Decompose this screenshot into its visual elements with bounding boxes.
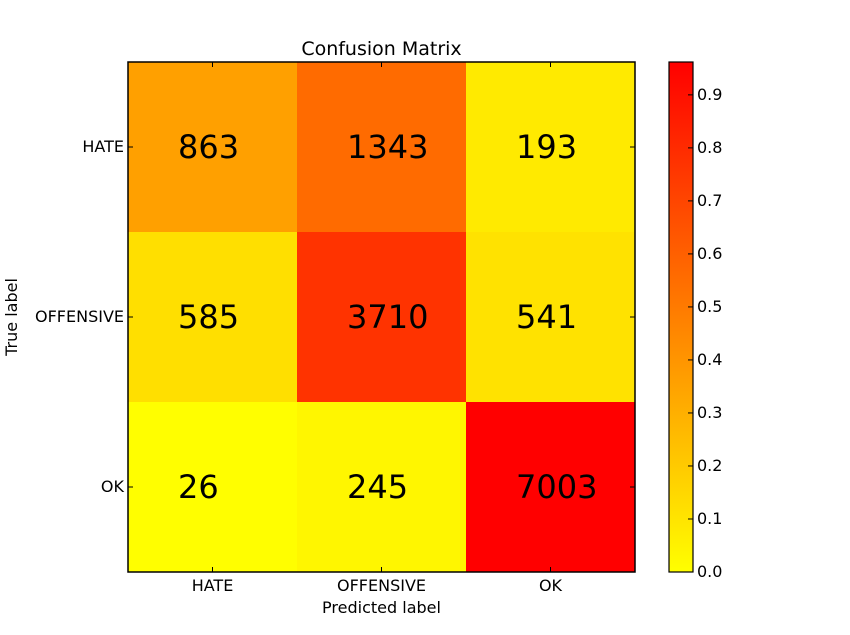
- y-axis-ticks: HATE OFFENSIVE OK: [35, 137, 635, 496]
- cell-value-label: 7003: [516, 468, 597, 506]
- cell-ok-offensive: [297, 402, 467, 573]
- colorbar-ticks: 0.0 0.1 0.2 0.3 0.4 0.5 0.6 0.7 0.8 0.9: [688, 85, 722, 581]
- cell-value-label: 245: [347, 468, 408, 506]
- colorbar-tick-label: 0.2: [697, 456, 722, 475]
- cell-value-label: 26: [178, 468, 219, 506]
- colorbar: [668, 61, 694, 573]
- cell-value-label: 193: [516, 128, 577, 166]
- colorbar-tick-label: 0.7: [697, 191, 722, 210]
- colorbar-tick-label: 0.5: [697, 297, 722, 316]
- x-axis-label: Predicted label: [322, 598, 441, 617]
- colorbar-tick-label: 0.4: [697, 350, 722, 369]
- cell-offensive-offensive: [297, 232, 467, 403]
- cell-hate-offensive: [297, 62, 467, 233]
- colorbar-tick-label: 0.3: [697, 403, 722, 422]
- x-tick-label: OFFENSIVE: [337, 576, 426, 595]
- colorbar-tick-label: 0.0: [697, 562, 722, 581]
- cell-ok-ok: [466, 402, 636, 573]
- cell-hate-ok: [466, 62, 636, 233]
- colorbar-tick-label: 0.6: [697, 244, 722, 263]
- cell-ok-hate: [128, 402, 298, 573]
- colorbar-tick-label: 0.9: [697, 85, 722, 104]
- y-tick-label: HATE: [82, 137, 124, 156]
- colorbar-tick-label: 0.8: [697, 138, 722, 157]
- y-tick-label: OFFENSIVE: [35, 307, 124, 326]
- cell-offensive-hate: [128, 232, 298, 403]
- cell-hate-hate: [128, 62, 298, 233]
- colorbar-tick-label: 0.1: [697, 509, 722, 528]
- chart-title: Confusion Matrix: [301, 38, 461, 60]
- cell-value-label: 541: [516, 298, 577, 336]
- cell-value-label: 3710: [347, 298, 428, 336]
- cell-value-label: 585: [178, 298, 239, 336]
- x-tick-label: OK: [539, 576, 563, 595]
- heatmap-cell-labels: 863 1343 193 585 3710 541 26 245 7003: [178, 128, 597, 506]
- x-axis-ticks: HATE OFFENSIVE OK: [192, 62, 563, 595]
- cell-value-label: 1343: [347, 128, 428, 166]
- cell-value-label: 863: [178, 128, 239, 166]
- y-axis-label: True label: [2, 278, 21, 357]
- heatmap-cells: [128, 62, 636, 573]
- cell-offensive-ok: [466, 232, 636, 403]
- x-tick-label: HATE: [192, 576, 234, 595]
- y-tick-label: OK: [101, 477, 125, 496]
